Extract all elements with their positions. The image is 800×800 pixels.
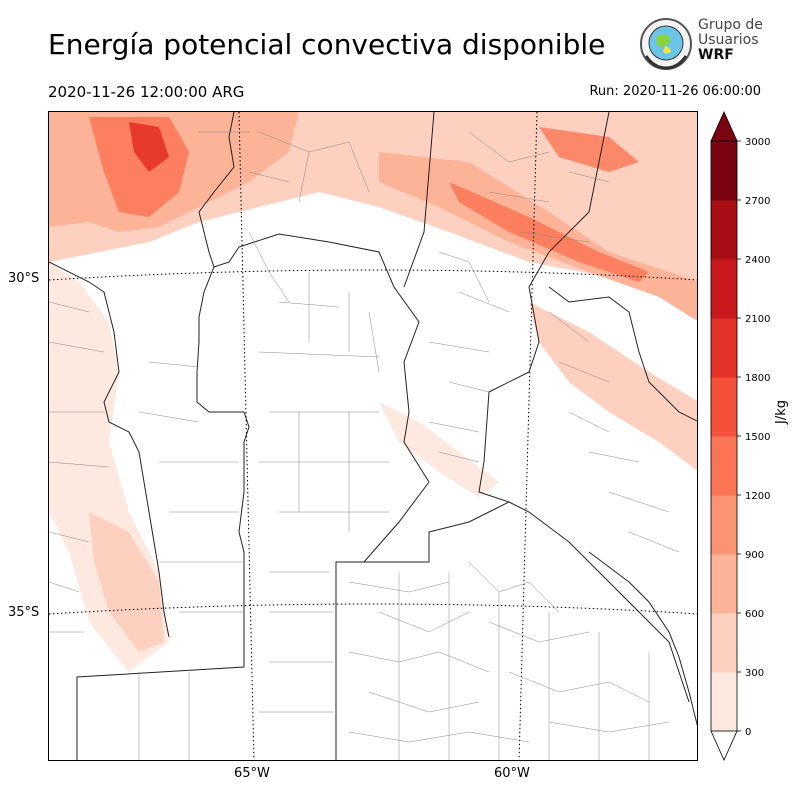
cape-map: [49, 112, 697, 760]
cape-tongue-east: [529, 302, 697, 471]
logo-line-3: WRF: [698, 47, 734, 63]
colorbar-bin: [711, 554, 737, 614]
lon-label-60w: 60°W: [494, 766, 530, 781]
department-lines: [49, 131, 680, 760]
cape-core-nw-2: [129, 122, 169, 172]
colorbar-bin: [711, 613, 737, 673]
colorbar-tick-label: 300: [745, 668, 764, 679]
colorbar-tick-label: 2100: [745, 314, 770, 325]
colorbar-extend-max: [710, 111, 738, 142]
colorbar-extend-min: [710, 730, 738, 761]
logo-line-1: Grupo de: [698, 17, 763, 33]
colorbar-tick-label: 1800: [745, 373, 770, 384]
parallel-30s: [49, 269, 697, 281]
colorbar-tick-label: 1500: [745, 432, 770, 443]
run-time: Run: 2020-11-26 06:00:00: [589, 84, 761, 99]
logo-line-2: Usuarios: [698, 32, 759, 48]
colorbar-tick-label: 1200: [745, 491, 770, 502]
colorbar-bin: [711, 495, 737, 555]
colorbar-tick-label: 2400: [745, 255, 770, 266]
colorbar-tick-label: 0: [745, 727, 751, 738]
colorbar-bin: [711, 377, 737, 437]
cape-shading: [49, 112, 697, 672]
colorbar-bin: [711, 672, 737, 732]
cape-core-ne: [449, 182, 649, 282]
lat-label-30s: 30°S: [8, 271, 40, 286]
graticule: [49, 112, 697, 760]
cape-west-inner: [89, 512, 164, 652]
colorbar-tick-label: 600: [745, 609, 764, 620]
colorbar-tick-label: 900: [745, 550, 764, 561]
map-title: Energía potencial convectiva disponible: [48, 28, 606, 61]
colorbar: 0 300 600 900 1200 1500 1800 2100 2400 2700 3000: [708, 110, 788, 765]
colorbar-bin: [711, 436, 737, 496]
coastline: [588, 551, 697, 727]
lat-label-35s: 35°S: [8, 605, 40, 620]
colorbar-bin: [711, 141, 737, 201]
cape-central-streak: [379, 402, 499, 497]
colorbar-bin: [711, 200, 737, 260]
meridian-65w: [238, 112, 255, 760]
colorbar-bin: [711, 259, 737, 319]
wrf-logo: Grupo de Usuarios WRF: [638, 16, 763, 72]
parallel-35s: [49, 603, 697, 615]
meridian-60w: [518, 112, 538, 760]
globe-icon: [640, 18, 692, 70]
colorbar-tick-label: 3000: [745, 137, 770, 148]
lon-label-65w: 65°W: [234, 766, 270, 781]
map-frame: [48, 111, 698, 761]
colorbar-graphic: 0 300 600 900 1200 1500 1800 2100 2400 2700 3000: [710, 111, 770, 761]
valid-time: 2020-11-26 12:00:00 ARG: [48, 83, 245, 101]
province-borders: [49, 112, 697, 760]
colorbar-tick-label: 2700: [745, 196, 770, 207]
colorbar-bin: [711, 318, 737, 378]
colorbar-unit: J/kg: [774, 400, 789, 424]
cape-core-ne-2: [539, 127, 639, 172]
